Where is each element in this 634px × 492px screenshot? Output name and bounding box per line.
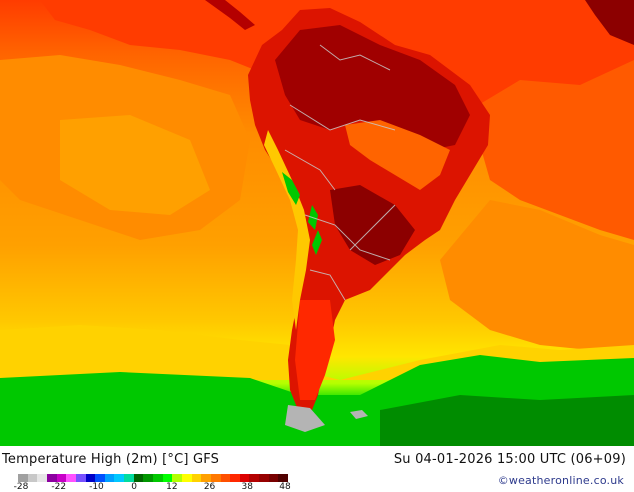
color-swatch — [259, 474, 270, 482]
country-borders — [284, 44, 396, 301]
color-swatch — [153, 474, 164, 482]
color-scale-tick-label: 12 — [166, 482, 178, 492]
site-credit-link[interactable]: ©weatheronline.co.uk — [497, 474, 624, 487]
color-swatch — [133, 474, 144, 482]
andes-cool-strip — [264, 130, 310, 330]
color-swatch — [278, 474, 289, 482]
color-swatch — [124, 474, 135, 482]
color-scale-tick-label: 38 — [241, 482, 254, 492]
color-swatch — [162, 474, 173, 482]
color-swatch — [191, 474, 202, 482]
color-swatch — [172, 474, 183, 482]
map-canvas — [0, 0, 634, 446]
color-swatch — [18, 474, 29, 482]
color-scale-tick-label: -10 — [89, 482, 104, 492]
color-swatch — [181, 474, 193, 482]
color-scale-bar — [18, 474, 289, 482]
color-swatch — [46, 474, 58, 482]
color-swatch — [220, 474, 231, 482]
color-swatch — [230, 474, 241, 482]
color-swatch — [27, 474, 38, 482]
color-scale-tick-label: -28 — [13, 482, 29, 492]
temperature-map — [0, 0, 634, 446]
tierra-del-fuego — [285, 405, 325, 432]
central-america-land — [205, 0, 255, 30]
color-swatch — [104, 474, 115, 482]
patagonia-red — [295, 300, 335, 400]
map-footer: Temperature High (2m) [°C] GFS Su 04-01-… — [0, 446, 634, 492]
southern-dark-green — [380, 395, 634, 446]
color-scale-tick-label: 0 — [131, 482, 138, 492]
amazon-hot-region — [275, 25, 470, 150]
west-africa-edge — [585, 0, 634, 45]
color-swatch — [249, 474, 260, 482]
map-title: Temperature High (2m) [°C] GFS — [2, 452, 220, 467]
color-swatch — [66, 474, 77, 482]
color-swatch — [210, 474, 221, 482]
valid-time: Su 04-01-2026 15:00 UTC (06+09) — [393, 452, 626, 467]
pacific-lighter-patch — [60, 115, 210, 215]
color-swatch — [56, 474, 67, 482]
color-swatch — [143, 474, 154, 482]
color-scale-tick-label: -22 — [51, 482, 67, 492]
color-scale-tick-label: 26 — [203, 482, 216, 492]
brazil-plateau-cooler — [345, 120, 450, 190]
color-swatch — [201, 474, 212, 482]
falkland-islands — [350, 410, 368, 419]
color-scale-tick-label: 48 — [279, 482, 291, 492]
color-swatch — [268, 474, 279, 482]
color-swatch — [75, 474, 86, 482]
color-swatch — [114, 474, 125, 482]
andes-green-spots — [282, 172, 322, 255]
tropical-warm-band — [40, 0, 634, 185]
color-swatch — [95, 474, 106, 482]
color-swatch — [239, 474, 250, 482]
color-swatch — [37, 474, 48, 482]
color-swatch — [85, 474, 96, 482]
gran-chaco-hot — [330, 185, 415, 265]
atlantic-orange-band — [440, 200, 634, 360]
atlantic-warm-band — [470, 60, 634, 240]
